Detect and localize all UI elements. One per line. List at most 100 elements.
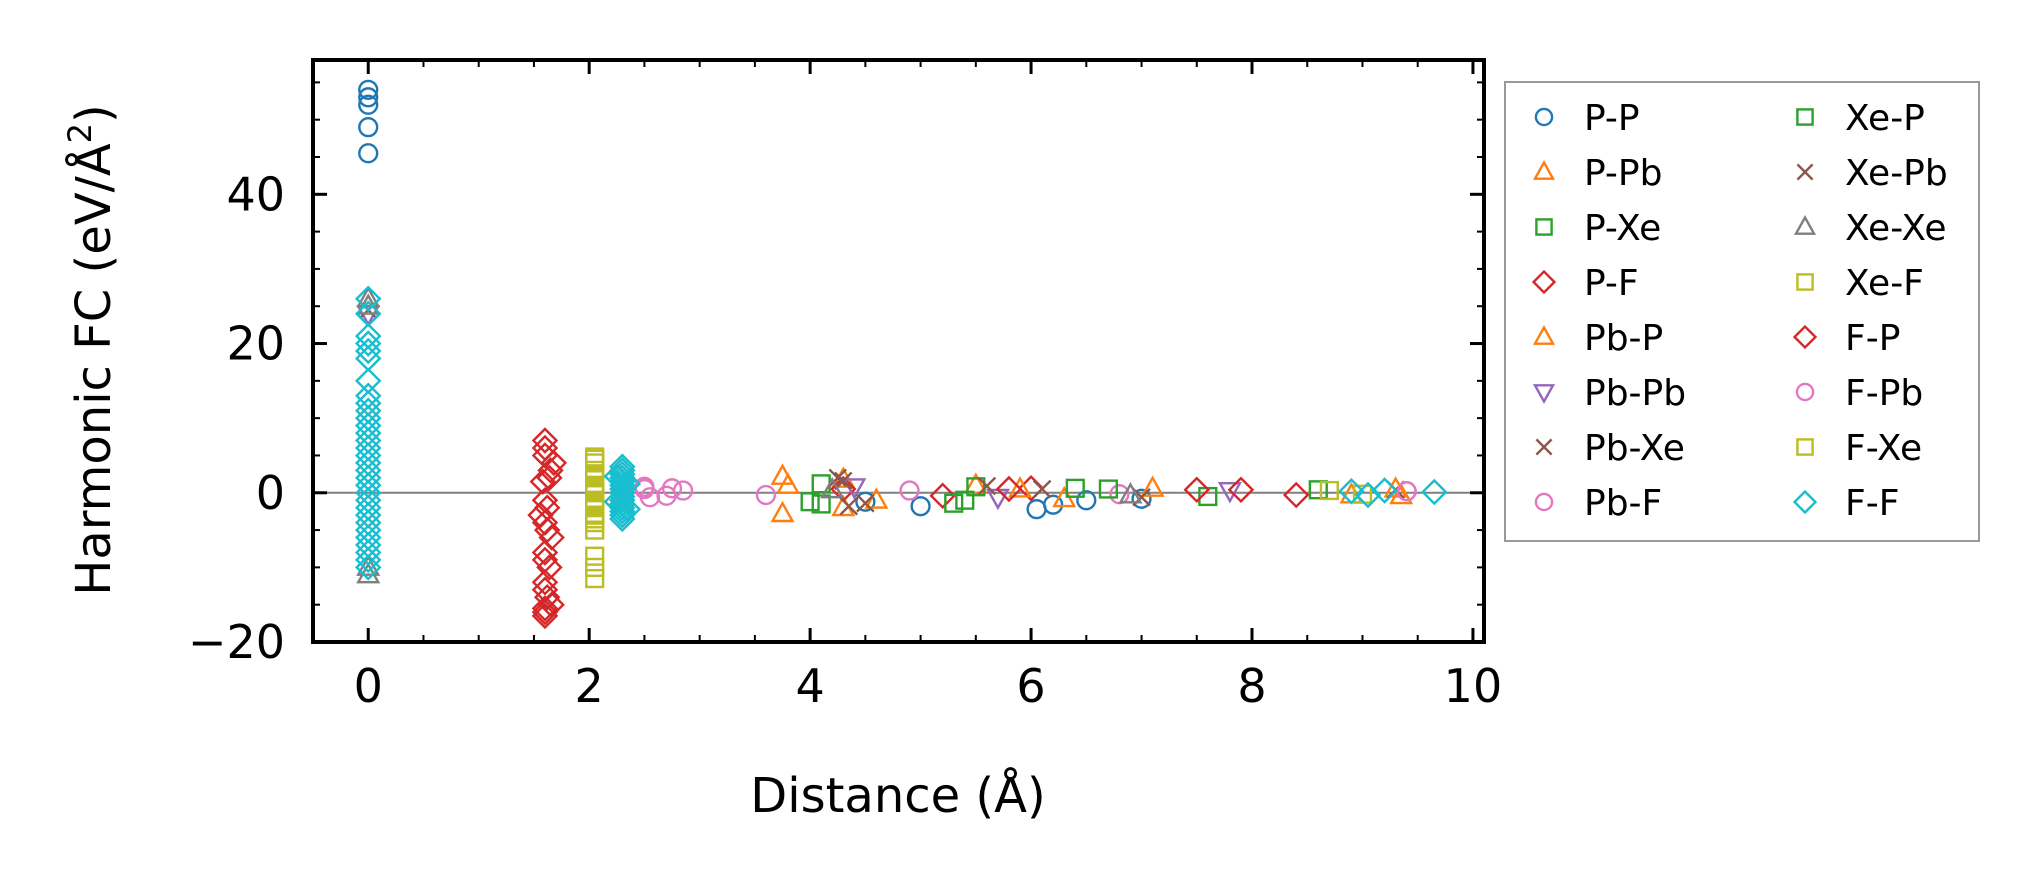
series-p-xe xyxy=(811,474,1328,514)
data-point xyxy=(358,117,379,138)
series-p-pb xyxy=(770,463,1414,523)
data-point xyxy=(1007,476,1033,498)
data-point xyxy=(585,520,605,540)
data-point xyxy=(1118,482,1143,504)
data-point xyxy=(603,463,631,490)
data-point xyxy=(354,501,382,529)
legend-marker xyxy=(1796,108,1814,126)
data-point xyxy=(855,491,876,512)
legend-marker xyxy=(1535,218,1553,236)
data-point xyxy=(1227,476,1255,504)
axes-frame xyxy=(311,58,1486,644)
data-point xyxy=(354,449,382,477)
series-xe-f xyxy=(585,447,1373,589)
legend-label: P-Pb xyxy=(1584,153,1662,194)
data-point xyxy=(1098,479,1118,499)
data-point xyxy=(533,516,561,544)
legend-item: Pb-Xe xyxy=(1535,428,1685,469)
data-point xyxy=(358,87,379,108)
series-pb-pb xyxy=(356,305,1242,511)
data-point xyxy=(1389,482,1414,505)
data-point xyxy=(358,94,379,115)
legend-label: Pb-Xe xyxy=(1584,428,1685,469)
y-tick-label: 40 xyxy=(226,167,285,221)
data-point xyxy=(354,337,382,365)
data-point xyxy=(531,427,559,454)
legend-label: Pb-F xyxy=(1584,483,1662,524)
data-point xyxy=(603,488,631,515)
data-point xyxy=(1065,478,1085,498)
data-point xyxy=(354,427,382,454)
legend-item: Pb-P xyxy=(1532,318,1663,359)
data-point xyxy=(963,472,988,494)
legend-item: Pb-F xyxy=(1534,483,1662,524)
legend-marker xyxy=(1531,269,1557,295)
legend-marker xyxy=(1792,324,1818,350)
data-point xyxy=(856,493,875,513)
data-point xyxy=(354,322,382,350)
legend-item: P-Pb xyxy=(1532,153,1662,194)
data-point xyxy=(929,482,956,510)
data-point xyxy=(354,330,382,357)
y-axis-title: Harmonic FC (eV/Å2) xyxy=(61,104,122,596)
legend-marker xyxy=(1535,438,1553,456)
data-point xyxy=(585,449,605,469)
y-axis-title-end: ) xyxy=(66,104,122,123)
series-xe-xe xyxy=(356,285,1143,584)
data-point xyxy=(1183,476,1211,504)
data-point xyxy=(531,546,559,574)
data-point xyxy=(1217,481,1242,504)
series-f-f xyxy=(354,285,1448,581)
legend-label: F-Pb xyxy=(1845,373,1923,414)
data-point xyxy=(995,475,1023,503)
data-point xyxy=(531,539,559,566)
x-tick-label: 6 xyxy=(1016,659,1045,713)
data-point xyxy=(354,367,382,395)
data-point xyxy=(839,496,859,516)
legend-label: Pb-Pb xyxy=(1584,373,1686,414)
legend-item: Xe-P xyxy=(1796,98,1925,139)
data-point xyxy=(1140,475,1165,497)
data-point xyxy=(770,500,795,523)
data-point xyxy=(609,486,636,514)
data-point xyxy=(1308,480,1328,500)
data-point xyxy=(966,477,986,497)
data-point xyxy=(977,476,997,496)
data-point xyxy=(828,468,847,488)
data-point xyxy=(354,434,382,462)
legend-item: Xe-F xyxy=(1796,263,1924,304)
axes: 0 2 4 6 8 10 −20 0 20 40 xyxy=(188,58,1502,713)
legend-item: Xe-Pb xyxy=(1796,153,1948,194)
data-point xyxy=(899,480,920,501)
data-point xyxy=(609,505,636,533)
legend: P-P P-Pb P-Xe P-F Pb-P Pb-Pb Pb-Xe Pb-F Xe-P Xe-P… xyxy=(1504,81,1980,542)
data-point xyxy=(354,285,382,313)
data-point xyxy=(536,464,563,492)
y-tick-label: −20 xyxy=(188,615,285,669)
data-point xyxy=(354,516,382,544)
data-point xyxy=(537,457,564,484)
data-point xyxy=(614,495,642,523)
data-point xyxy=(800,492,820,512)
data-point xyxy=(672,480,694,501)
data-point xyxy=(910,496,931,517)
data-point xyxy=(531,602,559,630)
data-point xyxy=(1319,480,1339,501)
legend-marker xyxy=(1796,273,1814,291)
data-point xyxy=(356,285,381,308)
legend-item: Xe-Xe xyxy=(1793,208,1947,249)
data-point xyxy=(1043,494,1064,515)
legend-item: F-P xyxy=(1792,318,1900,359)
legend-item: Pb-Pb xyxy=(1532,373,1686,414)
legend-label: Xe-Xe xyxy=(1845,208,1947,249)
data-point xyxy=(354,464,382,492)
series-xe-pb xyxy=(828,468,1052,516)
legend-marker xyxy=(1534,492,1554,512)
legend-marker xyxy=(1534,107,1554,127)
data-point xyxy=(609,498,636,525)
data-point xyxy=(1032,479,1052,499)
data-point xyxy=(531,598,559,626)
data-point xyxy=(354,382,382,410)
legend-marker xyxy=(1532,384,1556,404)
series-xe-p xyxy=(800,479,1118,513)
